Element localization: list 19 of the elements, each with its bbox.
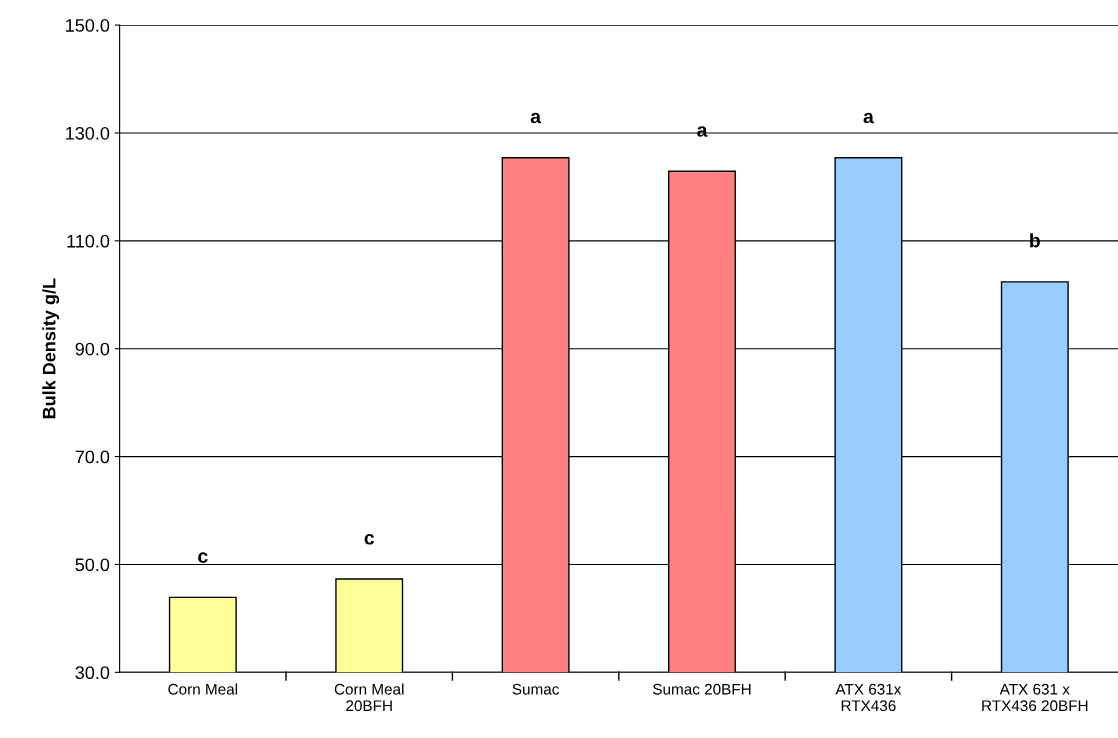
y-axis-title: Bulk Density g/L bbox=[42, 278, 60, 419]
annotation: c bbox=[198, 552, 208, 563]
annotation: a bbox=[863, 112, 874, 124]
y-tick-label: 30.0 bbox=[75, 666, 110, 680]
y-tick-label: 70.0 bbox=[75, 450, 110, 464]
y-tick-label: 130.0 bbox=[66, 126, 110, 140]
x-tick-label: ATX 631 x RTX436 20BFH bbox=[982, 683, 1088, 712]
x-tick-label: Corn Meal 20BFH bbox=[334, 683, 404, 712]
y-tick-label: 50.0 bbox=[75, 558, 110, 572]
annotation: c bbox=[364, 533, 375, 545]
annotation: a bbox=[530, 112, 542, 124]
x-tick-label: Corn Meal bbox=[168, 683, 238, 695]
y-tick-label: 90.0 bbox=[75, 342, 110, 356]
y-tick-label: 110.0 bbox=[67, 234, 110, 248]
x-tick-label: Sumac bbox=[512, 683, 559, 695]
annotation: a bbox=[697, 126, 708, 137]
x-tick-label: Sumac 20BFH bbox=[653, 683, 751, 695]
x-tick-label: ATX 631x RTX436 bbox=[835, 683, 902, 712]
y-tick-label: 150.0 bbox=[66, 19, 110, 32]
